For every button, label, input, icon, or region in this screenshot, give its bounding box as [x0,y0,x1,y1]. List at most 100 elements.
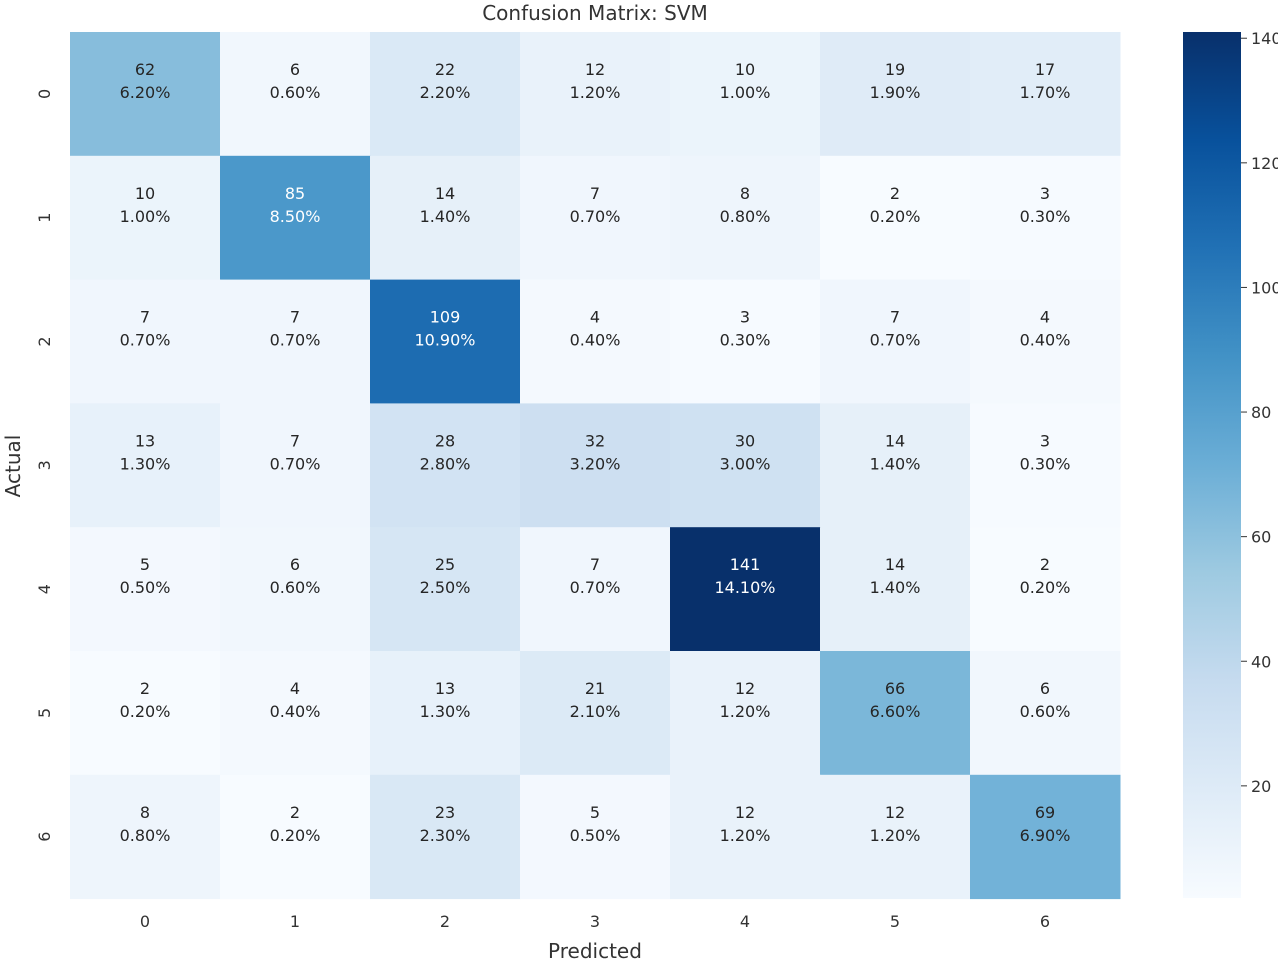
y-axis-ticks: 0 1 2 3 4 5 6 [35,89,54,842]
cell-count-label: 5 [590,803,600,822]
x-tick-label: 5 [890,912,900,931]
cell-count-label: 6 [290,60,300,79]
heatmap-cell [970,279,1121,404]
cell-percent-label: 1.90% [870,83,921,102]
cell-percent-label: 0.70% [570,578,621,597]
heatmap-cell [220,403,371,528]
colorbar-gradient [1183,32,1241,898]
cell-percent-label: 1.40% [870,454,921,473]
y-axis-label: Actual [1,435,25,498]
cell-count-label: 4 [590,308,600,327]
cell-percent-label: 1.70% [1020,83,1071,102]
cell-count-label: 14 [885,555,905,574]
colorbar-tick-label: 60 [1251,528,1271,547]
y-tick-label: 0 [35,89,54,99]
heatmap-cell [370,527,521,652]
heatmap-cell [220,279,371,404]
cell-percent-label: 10.90% [414,331,475,350]
cell-percent-label: 0.40% [270,702,321,721]
cell-percent-label: 3.20% [570,454,621,473]
heatmap-cell [970,155,1121,281]
x-tick-label: 4 [740,912,750,931]
cell-percent-label: 8.50% [270,207,321,226]
cell-percent-label: 1.40% [870,578,921,597]
cell-percent-label: 1.20% [570,83,621,102]
cell-percent-label: 2.50% [420,578,471,597]
cell-percent-label: 1.30% [420,702,471,721]
y-tick-label: 5 [35,708,54,718]
cell-percent-label: 0.80% [720,207,771,226]
cell-count-label: 7 [290,431,300,450]
heatmap-cell [970,403,1121,528]
cell-percent-label: 0.50% [120,578,171,597]
cell-percent-label: 0.20% [270,826,321,845]
cell-count-label: 5 [140,555,150,574]
cell-percent-label: 0.20% [1020,578,1071,597]
cell-count-label: 32 [585,431,605,450]
cell-count-label: 6 [290,555,300,574]
cell-percent-label: 2.30% [420,826,471,845]
cell-percent-label: 0.70% [870,331,921,350]
heatmap-cell [370,155,521,281]
cell-count-label: 8 [140,803,150,822]
cell-percent-label: 1.20% [720,702,771,721]
cell-count-label: 4 [1040,308,1050,327]
heatmap-cell [670,32,821,157]
heatmap-cell [820,651,971,776]
heatmap-cell [970,774,1121,900]
chart-title: Confusion Matrix: SVM [482,1,708,25]
cell-count-label: 14 [435,184,455,203]
heatmap-cell [70,403,221,528]
cell-count-label: 28 [435,431,455,450]
cell-count-label: 2 [140,679,150,698]
heatmap-cell [670,527,821,652]
heatmap-cell [70,651,221,776]
cell-count-label: 7 [590,184,600,203]
cell-count-label: 7 [290,308,300,327]
cell-percent-label: 1.20% [720,826,771,845]
cell-count-label: 12 [735,803,755,822]
colorbar-ticks: 20 40 60 80 100 120 140 [1241,29,1278,796]
x-tick-label: 6 [1040,912,1050,931]
heatmap-cell [520,527,671,652]
cell-count-label: 22 [435,60,455,79]
cell-count-label: 3 [740,308,750,327]
heatmap-cell [520,155,671,281]
heatmap-cell [670,155,821,281]
cell-percent-label: 1.00% [720,83,771,102]
cell-count-label: 25 [435,555,455,574]
heatmap-cell [670,279,821,404]
colorbar-tick-label: 120 [1251,154,1278,173]
x-tick-label: 1 [290,912,300,931]
cell-count-label: 7 [140,308,150,327]
heatmap-cell [520,774,671,900]
cell-count-label: 2 [890,184,900,203]
cell-count-label: 3 [1040,184,1050,203]
heatmap-cell [70,155,221,281]
heatmap-cell [520,403,671,528]
y-tick-label: 2 [35,336,54,346]
cell-count-label: 10 [135,184,155,203]
heatmap-cell [520,651,671,776]
cell-count-label: 3 [1040,431,1050,450]
cell-percent-label: 0.20% [120,702,171,721]
heatmap-cell [970,527,1121,652]
y-tick-label: 1 [35,213,54,223]
cell-count-label: 12 [885,803,905,822]
heatmap-cell [820,403,971,528]
x-tick-label: 3 [590,912,600,931]
cell-percent-label: 0.40% [570,331,621,350]
heatmap-cell [220,774,371,900]
cell-count-label: 21 [585,679,605,698]
cell-count-label: 6 [1040,679,1050,698]
colorbar-tick-label: 100 [1251,278,1278,297]
heatmap-cell [670,774,821,900]
cell-percent-label: 1.40% [420,207,471,226]
heatmap-cell [70,527,221,652]
cell-count-label: 4 [290,679,300,698]
heatmap-cell [670,403,821,528]
cell-count-label: 12 [735,679,755,698]
cell-count-label: 85 [285,184,305,203]
heatmap-cell [970,651,1121,776]
cell-percent-label: 0.70% [120,331,171,350]
